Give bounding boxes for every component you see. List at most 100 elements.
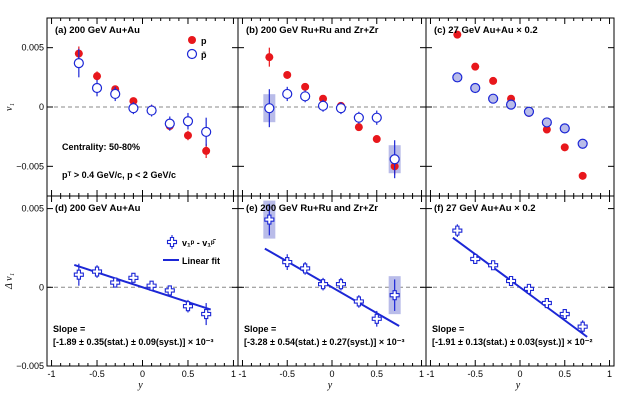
p-point: [453, 30, 462, 39]
slope-heading: Slope =: [244, 324, 276, 334]
pbar-point: [91, 82, 103, 94]
legend-fit-label: Linear fit: [182, 256, 220, 266]
y-tick-label: 0: [39, 102, 44, 112]
pbar-point: [182, 116, 194, 127]
slope-value: [-1.89 ± 0.35(stat.) ± 0.09(syst.)] × 10…: [53, 337, 213, 347]
panel-4: [237, 195, 427, 367]
legend-diff-marker: [166, 236, 178, 248]
diff-point: [353, 296, 364, 307]
y-tick-label: 0.005: [21, 204, 44, 214]
x-tick-label: -1: [238, 369, 246, 379]
x-tick-label: 1: [419, 369, 424, 379]
x-axis-label: y: [515, 380, 521, 391]
pbar-point: [523, 106, 535, 117]
panel-label: (b) 200 GeV Ru+Ru and Zr+Zr: [246, 25, 379, 36]
y-tick-label: 0.005: [21, 43, 44, 53]
diff-point: [264, 214, 275, 225]
x-tick-label: 0: [517, 369, 522, 379]
diff-point: [470, 253, 481, 265]
x-axis-label: y: [327, 380, 333, 391]
x-tick-label: -0.5: [89, 369, 105, 379]
x-tick-label: -0.5: [279, 369, 295, 379]
diff-point: [389, 290, 400, 301]
diff-point: [488, 260, 499, 271]
pbar-point: [559, 123, 570, 134]
p-point: [372, 135, 381, 144]
p-point: [283, 70, 292, 79]
panel-1: [237, 17, 427, 197]
diff-point: [452, 225, 463, 236]
slope-value: [-3.28 ± 0.54(stat.) ± 0.27(syst.)] × 10…: [244, 337, 404, 347]
pbar-point: [371, 112, 382, 123]
legend-p-label: p: [201, 36, 207, 46]
pbar-point: [128, 103, 139, 114]
legend-pbar-label: p̄: [201, 50, 207, 60]
pbar-point: [353, 112, 364, 123]
panel-label: (d) 200 GeV Au+Au: [55, 203, 141, 214]
diff-point: [146, 280, 157, 291]
legend-diff-label: v₁ᵖ - v₁ᵖ̄: [182, 238, 216, 248]
x-tick-label: 1: [607, 369, 612, 379]
centrality-note: Centrality: 50-80%: [62, 142, 140, 152]
x-tick-label: 1: [231, 369, 236, 379]
pbar-point: [488, 93, 499, 104]
pbar-point: [389, 154, 400, 165]
y-tick-label: 0: [39, 282, 44, 292]
p-point: [183, 131, 192, 140]
x-tick-label: -1: [426, 369, 434, 379]
diff-point: [371, 313, 382, 324]
pbar-point: [452, 72, 463, 83]
diff-point: [559, 309, 570, 320]
pbar-point: [110, 88, 121, 100]
y-axis-label: v₁: [4, 103, 15, 111]
p-point: [542, 125, 551, 134]
p-point: [471, 62, 480, 71]
pbar-point: [470, 82, 481, 94]
pbar-point: [264, 103, 275, 114]
diff-point: [282, 257, 293, 268]
panel-label: (f) 27 GeV Au+Au × 0.2: [434, 203, 536, 214]
legend-pbar-marker: [186, 48, 198, 60]
panel-label: (a) 200 GeV Au+Au: [55, 25, 140, 36]
legend-p-marker: [188, 36, 196, 44]
x-axis-label: y: [137, 380, 143, 391]
pbar-point: [282, 88, 293, 100]
x-tick-label: 0.5: [559, 369, 572, 379]
p-point: [301, 82, 310, 91]
p-point: [129, 97, 138, 106]
panel-5: [425, 195, 615, 367]
slope-heading: Slope =: [432, 324, 464, 334]
diff-point: [164, 285, 175, 296]
pbar-point: [335, 103, 347, 114]
p-point: [319, 94, 328, 103]
diff-point: [110, 277, 121, 288]
pbar-point: [317, 100, 329, 111]
diff-point: [523, 283, 535, 294]
diff-point: [73, 269, 84, 280]
p-point: [489, 76, 498, 85]
diff-point: [201, 309, 212, 320]
diff-point: [91, 266, 103, 277]
diff-point: [317, 279, 329, 290]
p-point: [354, 123, 363, 132]
pbar-point: [300, 91, 311, 102]
pbar-point: [505, 99, 517, 110]
x-tick-label: 0.5: [182, 369, 195, 379]
diff-point: [182, 301, 194, 312]
panel-label: (e) 200 GeV Ru+Ru and Zr+Zr: [246, 203, 378, 214]
diff-point: [541, 297, 552, 309]
p-point: [265, 53, 274, 62]
x-tick-label: 0: [329, 369, 334, 379]
pbar-point: [201, 126, 212, 138]
p-point: [578, 171, 587, 180]
pbar-point: [577, 138, 588, 149]
x-tick-label: 0.5: [371, 369, 384, 379]
y-tick-label: −0.005: [16, 161, 44, 171]
slope-heading: Slope =: [53, 324, 85, 334]
p-point: [202, 146, 211, 155]
diff-point: [505, 275, 517, 287]
diff-point: [335, 279, 347, 290]
pbar-point: [146, 105, 157, 116]
x-tick-label: 0: [140, 369, 145, 379]
